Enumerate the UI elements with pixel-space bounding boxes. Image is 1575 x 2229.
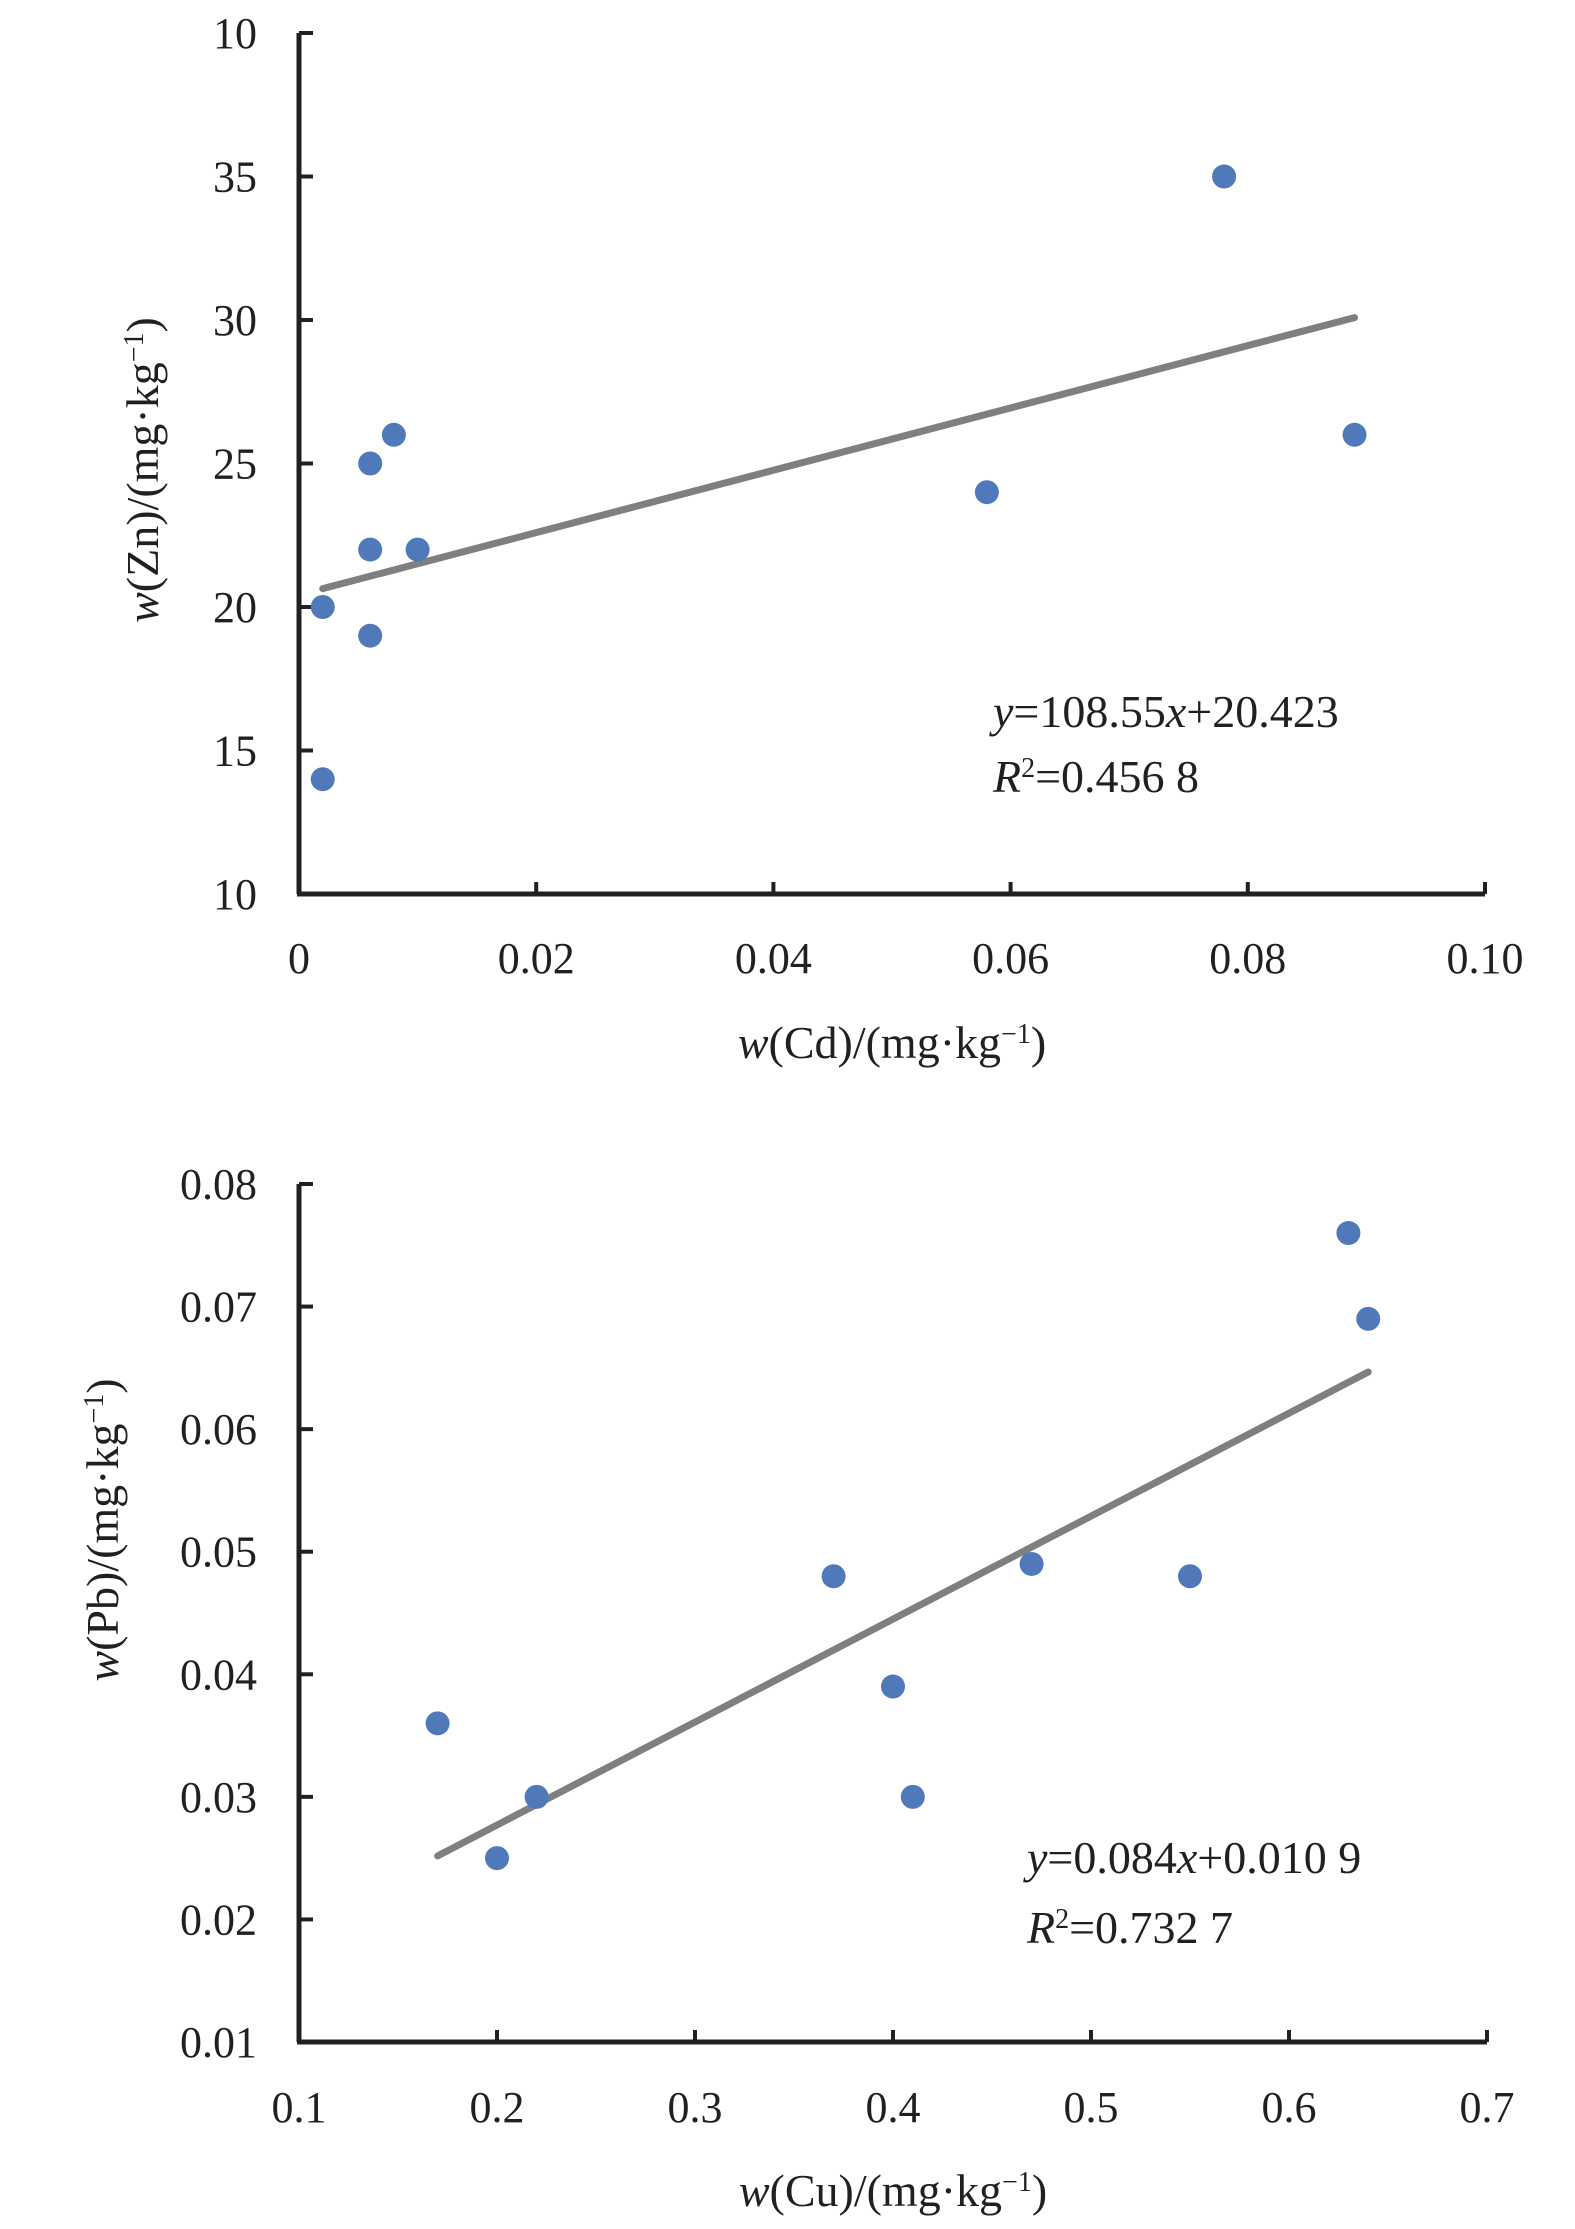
data-point — [381, 422, 406, 447]
x-axis-ticks: 0.1 0.2 0.3 0.4 0.5 0.6 0.7 — [272, 2030, 1515, 2132]
trendline-group — [319, 314, 1359, 593]
x-tick-label: 0.7 — [1460, 2083, 1515, 2132]
x-tick-label: 0.1 — [272, 2083, 327, 2132]
data-point — [1178, 1564, 1202, 1589]
data-point — [358, 623, 383, 648]
r2-value: =0.456 8 — [1035, 751, 1199, 802]
x-axis-title-close: ) — [1031, 1017, 1046, 1068]
data-point — [1356, 1306, 1381, 1331]
r-squared: R2=0.732 7 — [1026, 1902, 1233, 1953]
x-tick-label: 0.4 — [866, 2083, 921, 2132]
y-tick-label: 0.04 — [180, 1650, 257, 1699]
eq-y-var: y — [1023, 1832, 1048, 1883]
y-tick-label: 35 — [213, 153, 257, 202]
data-points — [310, 164, 1367, 792]
r2-var: R — [1026, 1902, 1055, 1953]
data-point — [1212, 164, 1237, 189]
data-point — [881, 1674, 905, 1699]
eq-end: +20.423 — [1186, 686, 1338, 737]
x-axis-title-close: ) — [1032, 2165, 1047, 2216]
r2-sup: 2 — [1055, 1904, 1069, 1935]
x-tick-label: 0.06 — [972, 934, 1049, 983]
y-axis-title-var: w — [117, 592, 168, 623]
x-tick-label: 0 — [288, 934, 310, 983]
data-point — [485, 1846, 509, 1871]
y-tick-label: 10 — [213, 9, 257, 58]
x-axis-title-sup: −1 — [1001, 1019, 1031, 1050]
y-tick-label: 20 — [213, 583, 257, 632]
trendline — [434, 1368, 1372, 1860]
eq-x-var: x — [1176, 1832, 1198, 1883]
y-tick-label: 0.07 — [180, 1283, 257, 1332]
y-tick-label: 10 — [213, 870, 257, 919]
y-axis-title-sup: −1 — [119, 332, 150, 362]
eq-mid: =108.55 — [1013, 686, 1165, 737]
x-axis-title: w(Cd)/(mg·kg−1) — [738, 1017, 1046, 1068]
y-axis-title: w(Pb)/(mg·kg−1) — [77, 1378, 128, 1681]
x-tick-label: 0.2 — [470, 2083, 525, 2132]
y-axis-ticks: 10 15 20 25 30 35 10 — [213, 9, 313, 919]
x-tick-label: 0.08 — [1209, 934, 1286, 983]
x-axis-ticks: 0 0.02 0.04 0.06 0.08 0.10 — [288, 882, 1524, 983]
data-point — [310, 595, 335, 619]
data-point — [310, 767, 335, 792]
data-point — [900, 1784, 925, 1809]
y-tick-label: 0.08 — [180, 1160, 257, 1209]
x-tick-label: 0.6 — [1262, 2083, 1317, 2132]
y-tick-label: 0.01 — [180, 2018, 257, 2067]
y-axis-ticks: 0.01 0.02 0.03 0.04 0.05 0.06 0.07 0.08 — [180, 1160, 313, 2067]
x-axis-title-text: (Cd)/(mg·kg — [769, 1017, 1002, 1068]
x-tick-label: 0.04 — [735, 934, 812, 983]
x-axis-title-sup: −1 — [1002, 2167, 1032, 2198]
eq-mid: =0.084 — [1047, 1832, 1176, 1883]
x-tick-label: 0.10 — [1447, 934, 1524, 983]
x-tick-label: 0.02 — [498, 934, 575, 983]
x-axis-title-var: w — [739, 2165, 770, 2216]
data-point — [524, 1784, 549, 1809]
y-tick-label: 0.06 — [180, 1405, 257, 1454]
eq-y-var: y — [989, 686, 1014, 737]
r2-sup: 2 — [1021, 753, 1035, 784]
r-squared: R2=0.456 8 — [992, 751, 1199, 802]
regression-equation: y=0.084x+0.010 9 — [1023, 1832, 1361, 1883]
y-axis-title-var: w — [77, 1651, 128, 1682]
x-tick-label: 0.5 — [1064, 2083, 1119, 2132]
y-axis-title-text: (Zn)/(mg·kg — [117, 362, 168, 592]
data-point — [1019, 1551, 1044, 1576]
y-axis-title-sup: −1 — [79, 1394, 110, 1424]
x-axis-title-text: (Cu)/(mg·kg — [770, 2165, 1003, 2216]
trendline-group — [434, 1368, 1372, 1860]
data-point — [358, 537, 383, 562]
y-axis-title: w(Zn)/(mg·kg−1) — [117, 317, 168, 623]
data-point — [405, 537, 430, 562]
x-tick-label: 0.3 — [668, 2083, 723, 2132]
x-axis-title-var: w — [738, 1017, 769, 1068]
y-tick-label: 15 — [213, 727, 257, 776]
y-tick-label: 0.03 — [180, 1773, 257, 1822]
data-point — [1342, 422, 1367, 447]
eq-end: +0.010 9 — [1197, 1832, 1361, 1883]
data-points — [425, 1221, 1381, 1871]
y-tick-label: 0.02 — [180, 1895, 257, 1944]
y-tick-label: 25 — [213, 440, 257, 489]
data-point — [974, 480, 999, 505]
x-axis-title: w(Cu)/(mg·kg−1) — [739, 2165, 1047, 2216]
data-point — [1336, 1221, 1361, 1246]
chart-pb-vs-cu: 0.010.020.030.040.050.060.070.08 0.1 0.2 0… — [77, 1160, 1515, 2216]
y-axis-title-close: ) — [77, 1378, 128, 1393]
data-point — [358, 451, 383, 476]
y-tick-label: 30 — [213, 296, 257, 345]
r2-value: =0.732 7 — [1069, 1902, 1233, 1953]
trendline — [319, 314, 1359, 593]
y-tick-label: 0.05 — [180, 1528, 257, 1577]
regression-equation: y=108.55x+20.423 — [989, 686, 1339, 737]
data-point — [425, 1711, 450, 1736]
y-axis-title-text: (Pb)/(mg·kg — [77, 1424, 128, 1651]
eq-x-var: x — [1165, 686, 1187, 737]
y-axis-title-close: ) — [117, 317, 168, 332]
data-point — [821, 1564, 846, 1589]
r2-var: R — [992, 751, 1021, 802]
